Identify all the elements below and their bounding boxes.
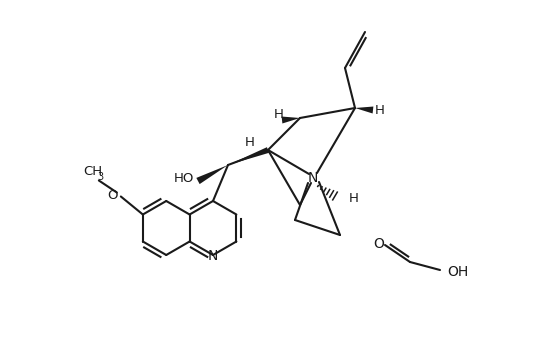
Text: CH: CH [83, 165, 102, 178]
Text: 3: 3 [98, 172, 104, 182]
Text: H: H [375, 103, 385, 117]
Text: O: O [373, 237, 384, 251]
Polygon shape [196, 165, 228, 184]
Polygon shape [282, 117, 300, 123]
Text: H: H [245, 135, 255, 149]
Text: HO: HO [174, 173, 194, 185]
Text: N: N [308, 171, 318, 185]
Text: N: N [208, 249, 218, 263]
Text: H: H [274, 109, 284, 122]
Text: OH: OH [447, 265, 469, 279]
Polygon shape [355, 106, 373, 114]
Polygon shape [228, 147, 269, 165]
Text: H: H [349, 192, 359, 206]
Text: O: O [108, 189, 118, 202]
